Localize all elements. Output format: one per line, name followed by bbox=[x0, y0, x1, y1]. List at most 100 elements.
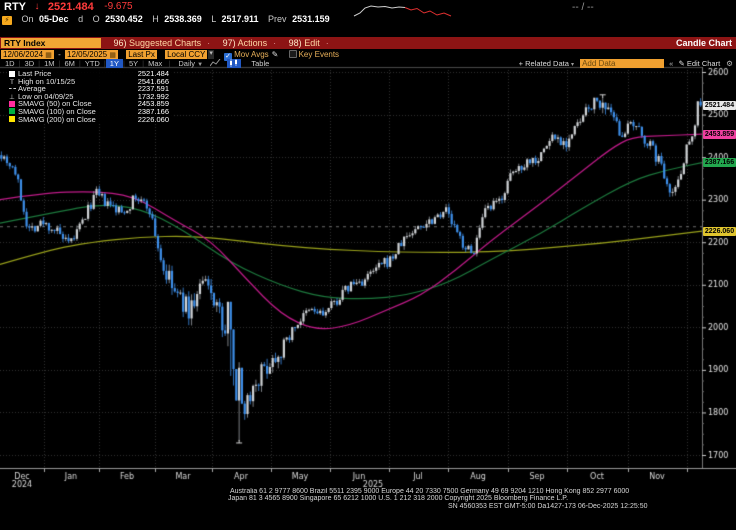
period-toolbar: 1D | 3D | 1M | 6M | YTD | 1Y | 5Y | Max | Daily ▼ Tabl… bbox=[1, 58, 735, 69]
divider: | bbox=[18, 59, 21, 68]
period-tab-5y[interactable]: 5Y bbox=[128, 59, 139, 68]
legend-value: 2521.484 bbox=[137, 69, 169, 78]
date-from-field[interactable]: 12/06/2024 ▦ bbox=[1, 50, 54, 59]
alert-icon[interactable]: ⚡ bbox=[2, 16, 12, 25]
legend-swatch bbox=[9, 100, 15, 107]
panel-title: Candle Chart bbox=[675, 38, 732, 48]
security-field[interactable]: RTY Index bbox=[1, 38, 101, 48]
mov-avgs-checkbox[interactable]: ✓ bbox=[224, 53, 233, 61]
collapse-icon[interactable]: « bbox=[669, 59, 674, 68]
freq-flag: d bbox=[78, 14, 84, 24]
gear-icon[interactable]: ⚙ bbox=[726, 59, 733, 68]
legend-label: SMAVG (100) on Close bbox=[18, 106, 96, 116]
price-axis-badge: 2521.484 bbox=[703, 100, 736, 110]
menu-separator: · bbox=[273, 38, 277, 48]
period-tab-1m[interactable]: 1M bbox=[44, 59, 55, 68]
divider: | bbox=[168, 59, 171, 68]
chart-tools: + Related Data ▾ « ✎ Edit Chart ⚙ bbox=[519, 59, 733, 68]
footer-copyright-line: Japan 81 3 4565 8900 Singapore 65 6212 1… bbox=[228, 495, 569, 502]
ticker-symbol: RTY bbox=[4, 1, 26, 13]
menu-label: Actions bbox=[237, 38, 268, 48]
legend-value: 1732.992 bbox=[137, 91, 169, 101]
legend-row[interactable]: Average 2237.591 bbox=[9, 85, 171, 93]
down-arrow-icon: ↓ bbox=[34, 1, 40, 12]
calendar-icon[interactable]: ▦ bbox=[45, 52, 52, 59]
menu-label: Suggested Charts bbox=[129, 38, 202, 48]
quote-header: RTY ↓ 2521.484 -9.675 -- / -- bbox=[0, 1, 736, 17]
period-tab-max[interactable]: Max bbox=[148, 59, 163, 68]
legend-row[interactable]: T High on 10/15/25 2541.666 bbox=[9, 76, 171, 86]
key-events-label: Key Events bbox=[298, 50, 340, 59]
price-change: -9.675 bbox=[104, 1, 133, 12]
add-data-input[interactable] bbox=[580, 59, 665, 68]
legend-value: 2453.859 bbox=[137, 99, 169, 109]
legend-swatch bbox=[9, 116, 15, 123]
legend-value: 2226.060 bbox=[137, 114, 169, 124]
period-tab-ytd[interactable]: YTD bbox=[84, 59, 100, 68]
legend-label: High on 10/15/25 bbox=[18, 76, 76, 86]
date-to-field[interactable]: 12/05/2025 ▦ bbox=[65, 50, 118, 59]
related-data-label: + Related Data bbox=[518, 59, 569, 68]
legend-label: Last Price bbox=[18, 69, 52, 78]
menu-label: Edit bbox=[304, 38, 320, 48]
candle-chart-mode-button[interactable] bbox=[227, 59, 242, 68]
chevron-down-icon: ▾ bbox=[570, 62, 574, 68]
date-to-value: 12/05/2025 bbox=[67, 50, 108, 59]
period-tab-1d[interactable]: 1D bbox=[5, 59, 15, 68]
date-from-value: 12/06/2024 bbox=[3, 50, 44, 59]
legend-value: 2237.591 bbox=[137, 84, 169, 94]
date-range-dash: - bbox=[58, 50, 61, 59]
period-tab-3d[interactable]: 3D bbox=[24, 59, 35, 68]
high-marker-icon: T bbox=[10, 78, 14, 86]
divider: | bbox=[38, 59, 41, 68]
menu-separator: · bbox=[325, 38, 329, 48]
table-button[interactable]: Table bbox=[251, 59, 270, 68]
legend-row[interactable]: SMAVG (50) on Close 2453.859 bbox=[9, 100, 171, 108]
related-data-button[interactable]: + Related Data ▾ bbox=[519, 59, 574, 68]
price-type-select[interactable]: Last Px bbox=[126, 50, 157, 59]
price-axis-badge: 2387.166 bbox=[703, 158, 736, 168]
calendar-icon[interactable]: ▦ bbox=[109, 52, 116, 59]
price-axis-badge: 2453.859 bbox=[703, 129, 736, 139]
menu-edit[interactable]: 98) Edit bbox=[289, 38, 320, 48]
legend-row[interactable]: ⊥ Low on 04/09/25 1732.992 bbox=[9, 91, 171, 101]
price-axis-badge: 2226.060 bbox=[703, 226, 736, 236]
low-value: 2517.911 bbox=[221, 14, 259, 24]
edit-mov-avgs-icon[interactable]: ✎ bbox=[271, 50, 279, 59]
menu-num: 96) bbox=[113, 38, 127, 48]
dashed-line-marker bbox=[9, 88, 16, 90]
legend-row[interactable]: Last Price 2521.484 bbox=[9, 70, 171, 78]
frequency-value: Daily bbox=[178, 59, 196, 68]
menu-actions[interactable]: 97) Actions bbox=[223, 38, 268, 48]
range-toolbar: 12/06/2024 ▦ - 12/05/2025 ▦ Last Px Loca… bbox=[1, 50, 735, 61]
edit-chart-button[interactable]: ✎ Edit Chart bbox=[678, 59, 721, 68]
prev-value: 2531.159 bbox=[292, 14, 330, 24]
legend-swatch bbox=[9, 70, 15, 77]
period-tab-1y[interactable]: 1Y bbox=[105, 59, 123, 68]
intraday-sparkline bbox=[353, 5, 452, 17]
chart-legend[interactable]: Last Price 2521.484 T High on 10/15/25 2541.… bbox=[7, 69, 173, 125]
divider: | bbox=[58, 59, 61, 68]
divider: | bbox=[78, 59, 81, 68]
high-value: 2538.369 bbox=[164, 14, 202, 24]
legend-row[interactable]: SMAVG (100) on Close 2387.166 bbox=[9, 108, 171, 116]
currency-select[interactable]: Local CCY bbox=[165, 50, 208, 59]
currency-dropdown-icon[interactable]: ▾ bbox=[208, 50, 214, 59]
menu-suggested-charts[interactable]: 96) Suggested Charts bbox=[114, 38, 202, 48]
open-label: O bbox=[92, 14, 100, 24]
period-tab-6m[interactable]: 6M bbox=[64, 59, 75, 68]
open-value: 2530.452 bbox=[105, 14, 143, 24]
prev-label: Prev bbox=[268, 14, 287, 24]
menu-separator: · bbox=[207, 38, 211, 48]
line-chart-mode-button[interactable] bbox=[208, 58, 222, 68]
key-events-checkbox[interactable] bbox=[288, 50, 297, 58]
legend-value: 2387.166 bbox=[137, 106, 169, 116]
legend-value: 2541.666 bbox=[137, 76, 169, 86]
legend-label: Average bbox=[18, 84, 46, 94]
frequency-select[interactable]: Daily ▼ bbox=[178, 59, 203, 68]
legend-label: Low on 04/09/25 bbox=[18, 91, 74, 101]
session-date: 05-Dec bbox=[39, 14, 69, 24]
high-label: H bbox=[152, 14, 159, 24]
legend-row[interactable]: SMAVG (200) on Close 2226.060 bbox=[9, 114, 171, 124]
menu-num: 97) bbox=[222, 38, 236, 48]
